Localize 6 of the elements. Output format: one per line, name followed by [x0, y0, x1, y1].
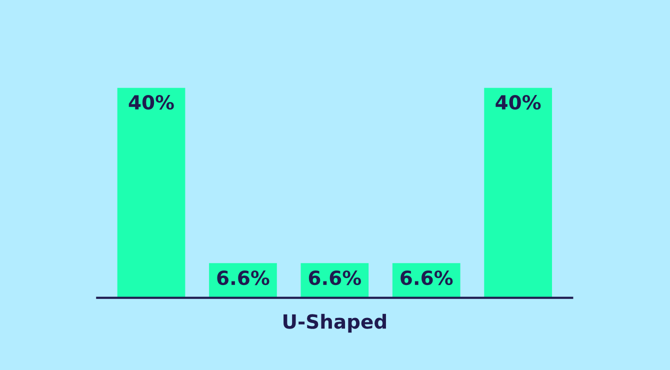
x-axis-title: U-Shaped	[284, 314, 386, 333]
data-label: 6.6%	[217, 270, 270, 286]
data-label: 6.6%	[308, 270, 362, 286]
data-label: 6.6%	[400, 270, 453, 286]
data-label: 40%	[128, 94, 174, 110]
data-label: 40%	[496, 94, 541, 110]
